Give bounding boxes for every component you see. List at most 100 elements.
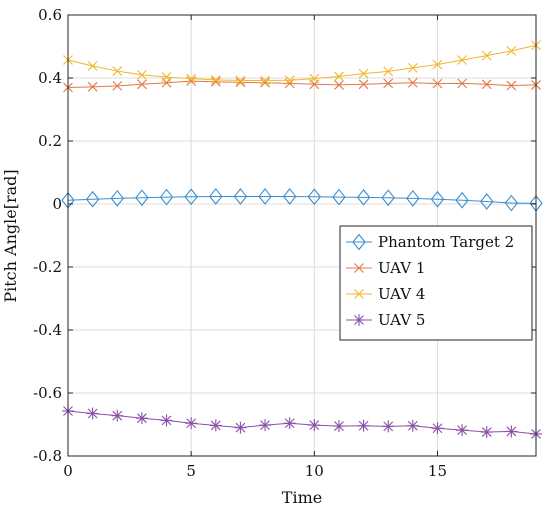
x-axis-title: Time bbox=[282, 488, 322, 507]
y-tick-label: -0.8 bbox=[33, 447, 62, 465]
data-point-uav-1 bbox=[383, 78, 394, 89]
data-point-phantom-target-2 bbox=[504, 194, 519, 212]
data-point-uav-1 bbox=[112, 80, 123, 91]
data-point-uav-4 bbox=[137, 69, 147, 80]
data-point-uav-5 bbox=[234, 421, 247, 434]
data-point-phantom-target-2 bbox=[209, 188, 223, 205]
data-point-uav-5 bbox=[259, 419, 272, 432]
series-line-uav-1 bbox=[67, 80, 537, 88]
data-point-phantom-target-2 bbox=[307, 188, 322, 206]
data-point-uav-5 bbox=[505, 425, 518, 438]
data-point-phantom-target-2 bbox=[282, 188, 297, 205]
x-tick-label: 5 bbox=[186, 462, 196, 480]
y-axis-title: Pitch Angle[rad] bbox=[1, 169, 20, 302]
legend-marker bbox=[353, 314, 365, 326]
y-tick-label: -0.2 bbox=[33, 258, 62, 276]
y-tick-label: -0.6 bbox=[33, 384, 62, 402]
data-point-uav-5 bbox=[382, 420, 395, 433]
plot-frame bbox=[67, 14, 537, 457]
legend-items: Phantom Target 2 UAV 1 UAV 4 UAV 5 bbox=[346, 233, 514, 329]
data-point-uav-5 bbox=[480, 426, 493, 439]
x-tick-label: 0 bbox=[63, 462, 73, 480]
series-phantom-target-2 bbox=[61, 188, 543, 212]
data-point-uav-1 bbox=[87, 81, 98, 92]
data-point-uav-4 bbox=[481, 50, 492, 61]
data-point-uav-4 bbox=[260, 75, 270, 86]
data-point-uav-1 bbox=[210, 76, 221, 87]
data-point-uav-5 bbox=[86, 407, 99, 420]
series-uav-4 bbox=[63, 40, 541, 86]
data-point-uav-5 bbox=[185, 417, 198, 430]
legend-label: Phantom Target 2 bbox=[378, 233, 514, 251]
data-point-uav-5 bbox=[111, 409, 124, 422]
data-point-uav-4 bbox=[358, 68, 369, 79]
data-point-phantom-target-2 bbox=[480, 193, 494, 210]
legend: Phantom Target 2 UAV 1 UAV 4 UAV 5 bbox=[339, 225, 533, 341]
data-point-phantom-target-2 bbox=[406, 189, 420, 207]
legend-item-uav-5: UAV 5 bbox=[346, 311, 425, 329]
data-point-uav-4 bbox=[235, 75, 246, 86]
data-point-uav-4 bbox=[161, 72, 172, 82]
data-point-uav-1 bbox=[358, 79, 369, 90]
y-tick-label: 0.2 bbox=[38, 132, 62, 150]
axis-ticks: 0 5 10 15 0.6 0.4 0.2 0 -0.2 -0.4 -0.6 -0.8 bbox=[33, 6, 536, 480]
legend-item-uav-1: UAV 1 bbox=[346, 259, 425, 277]
data-point-uav-5 bbox=[308, 419, 321, 432]
data-point-phantom-target-2 bbox=[258, 188, 272, 205]
data-point-uav-4 bbox=[383, 66, 394, 77]
data-point-uav-4 bbox=[284, 75, 295, 86]
legend-label: UAV 4 bbox=[378, 285, 425, 303]
data-point-uav-4 bbox=[309, 73, 320, 84]
data-point-phantom-target-2 bbox=[356, 189, 371, 206]
y-tick-label: 0.4 bbox=[38, 69, 62, 87]
data-point-uav-4 bbox=[87, 61, 98, 71]
x-tick-label: 15 bbox=[428, 462, 447, 480]
data-point-uav-5 bbox=[283, 417, 296, 430]
data-point-uav-4 bbox=[334, 71, 344, 82]
legend-marker bbox=[354, 263, 364, 273]
y-tick-label: 0.6 bbox=[38, 6, 62, 24]
legend-label: UAV 5 bbox=[378, 311, 425, 329]
data-point-uav-1 bbox=[137, 79, 147, 90]
data-point-uav-4 bbox=[506, 46, 517, 56]
data-point-uav-1 bbox=[506, 80, 517, 91]
legend-marker bbox=[352, 233, 366, 251]
legend-item-phantom-target-2: Phantom Target 2 bbox=[346, 233, 514, 251]
data-point-phantom-target-2 bbox=[159, 188, 174, 206]
data-point-uav-4 bbox=[407, 63, 418, 73]
data-point-phantom-target-2 bbox=[430, 190, 445, 208]
data-point-uav-5 bbox=[135, 412, 148, 425]
y-tick-label: 0 bbox=[52, 195, 62, 213]
data-point-uav-5 bbox=[406, 419, 419, 432]
data-point-uav-1 bbox=[334, 80, 344, 90]
series-line-uav-4 bbox=[67, 44, 537, 82]
y-tick-label: -0.4 bbox=[33, 321, 62, 339]
legend-marker bbox=[354, 289, 364, 299]
legend-item-uav-4: UAV 4 bbox=[346, 285, 425, 303]
data-point-phantom-target-2 bbox=[135, 189, 149, 207]
data-point-uav-1 bbox=[235, 77, 246, 88]
data-point-uav-4 bbox=[112, 66, 123, 76]
data-point-uav-1 bbox=[260, 77, 270, 88]
data-point-phantom-target-2 bbox=[110, 189, 124, 207]
data-point-uav-5 bbox=[209, 419, 222, 432]
data-point-uav-4 bbox=[210, 75, 221, 85]
data-point-uav-5 bbox=[332, 420, 345, 433]
data-point-uav-4 bbox=[186, 73, 197, 84]
series-line-phantom-target-2 bbox=[67, 195, 537, 204]
data-point-phantom-target-2 bbox=[85, 190, 100, 208]
data-point-uav-5 bbox=[357, 419, 370, 432]
data-point-uav-1 bbox=[432, 78, 443, 89]
x-tick-label: 10 bbox=[305, 462, 324, 480]
data-point-phantom-target-2 bbox=[184, 188, 198, 206]
data-point-phantom-target-2 bbox=[381, 189, 395, 207]
data-point-uav-1 bbox=[481, 79, 492, 90]
data-point-uav-1 bbox=[407, 77, 418, 88]
data-point-uav-5 bbox=[431, 422, 444, 435]
legend-label: UAV 1 bbox=[378, 259, 425, 277]
data-point-uav-5 bbox=[456, 424, 469, 437]
data-point-phantom-target-2 bbox=[455, 191, 469, 209]
data-point-uav-4 bbox=[432, 59, 443, 70]
data-point-uav-1 bbox=[457, 78, 467, 89]
legend-box bbox=[339, 225, 533, 341]
